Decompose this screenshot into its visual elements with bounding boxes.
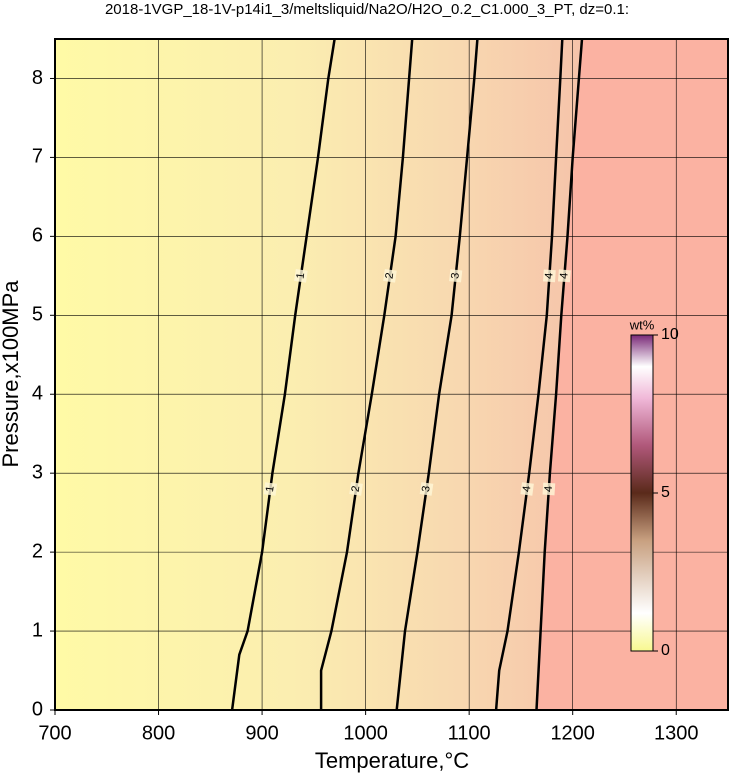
chart-title: 2018-1VGP_18-1V-p14i1_3/meltsliquid/Na2O… <box>105 1 629 18</box>
contour-label-bg <box>383 269 397 283</box>
contour-label-bg <box>294 269 308 283</box>
contour-label: 4 <box>543 486 555 493</box>
y-tick-label: 8 <box>32 67 43 89</box>
y-tick-label: 5 <box>32 304 43 326</box>
y-tick-label: 1 <box>32 619 43 641</box>
contour-label-bg <box>263 482 278 496</box>
contour-label-group: 4 <box>542 482 556 496</box>
contour-line <box>319 38 414 710</box>
contour-label: 4 <box>543 272 555 279</box>
contour-label-bg <box>557 269 571 283</box>
y-tick-label: 0 <box>32 698 43 720</box>
contour-line <box>494 38 564 711</box>
contour-label-bg <box>349 482 363 496</box>
colorbar-tick-label: 0 <box>661 642 670 659</box>
y-axis-label: Pressure,x100MPa <box>0 280 23 468</box>
contour-label-group: 4 <box>543 269 556 283</box>
contour-label-group: 2 <box>383 269 397 283</box>
y-tick-label: 3 <box>32 461 43 483</box>
contour-line <box>395 38 479 711</box>
y-tick-label: 7 <box>32 146 43 168</box>
contour-label-group: 2 <box>349 482 363 496</box>
contour-label-group: 3 <box>419 482 434 496</box>
y-tick-label: 6 <box>32 225 43 247</box>
contour-label-group: 1 <box>294 269 308 283</box>
x-tick-label: 1000 <box>343 722 388 744</box>
contour-label: 4 <box>521 485 534 493</box>
colorbar-label: wt% <box>629 317 655 332</box>
contour-label-group: 3 <box>449 269 463 283</box>
contour-label-group: 4 <box>520 482 534 496</box>
contour-label: 3 <box>449 272 462 279</box>
contour-label-bg <box>419 482 434 496</box>
plot-frame <box>54 38 729 711</box>
x-tick-label: 800 <box>142 722 175 744</box>
contour-label-bg <box>543 269 556 283</box>
contour-label: 4 <box>558 272 570 279</box>
contour-label: 3 <box>420 485 433 493</box>
contour-line <box>535 38 584 711</box>
colorbar-tick-label: 10 <box>661 326 679 343</box>
contour-label: 2 <box>383 272 396 280</box>
contour-label: 1 <box>294 272 307 280</box>
contour-label-bg <box>520 482 534 496</box>
contour-label-group: 1 <box>263 482 278 496</box>
x-tick-label: 900 <box>245 722 278 744</box>
y-tick-label: 2 <box>32 540 43 562</box>
contour-label: 2 <box>350 485 363 493</box>
contour-label: 1 <box>264 485 277 493</box>
x-tick-label: 700 <box>38 722 71 744</box>
contour-line <box>230 38 336 711</box>
contour-label-bg <box>449 269 463 283</box>
contour-label-bg <box>542 482 556 496</box>
x-tick-label: 1200 <box>550 722 595 744</box>
y-tick-label: 4 <box>32 383 43 405</box>
colorbar <box>630 334 654 652</box>
x-axis-label: Temperature,°C <box>315 748 469 773</box>
x-tick-label: 1100 <box>448 722 491 744</box>
contour-label-group: 4 <box>557 269 571 283</box>
x-tick-label: 1300 <box>654 722 699 744</box>
colorbar-tick-label: 5 <box>661 484 670 501</box>
